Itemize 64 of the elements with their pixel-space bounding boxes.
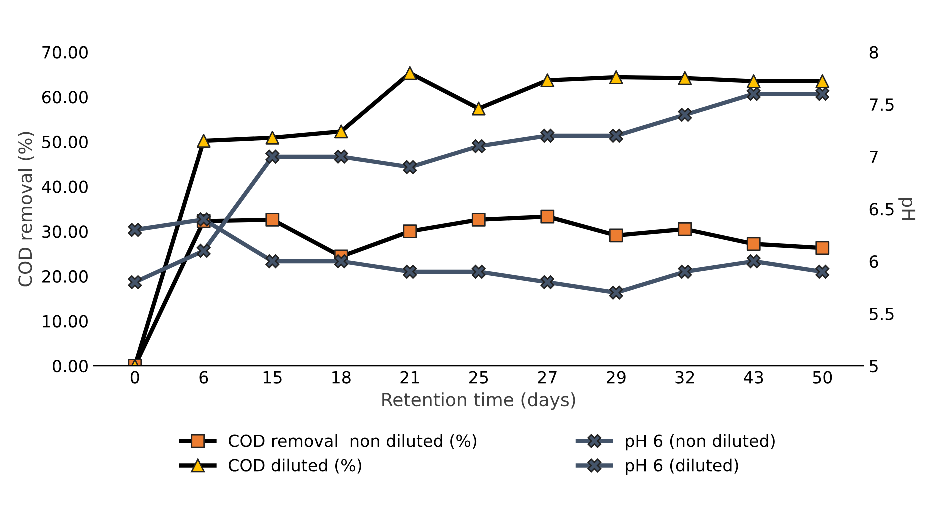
- y2-axis-title: pH: [898, 198, 916, 220]
- x-tick-label: 21: [400, 371, 420, 384]
- point: [816, 74, 830, 88]
- point: [196, 244, 211, 258]
- x-tick-label: 25: [470, 371, 488, 384]
- y2-tick-label: 8: [870, 46, 878, 59]
- y-tick-label: 10.00: [43, 315, 88, 328]
- y-tick-label: 50.00: [42, 136, 88, 149]
- point: [266, 150, 280, 164]
- x-tick-label: 18: [332, 371, 351, 384]
- y-tick-label: 30.00: [42, 226, 88, 238]
- x-tick-label: 43: [744, 371, 764, 384]
- legend-label: pH 6 (non diluted): [626, 434, 775, 451]
- point: [128, 223, 142, 238]
- x-tick-label: 6: [200, 371, 208, 384]
- y2-tick-label: 6: [870, 255, 878, 268]
- point: [403, 160, 418, 174]
- point: [816, 265, 830, 279]
- point: [540, 129, 555, 143]
- x-tick-label: 50: [813, 371, 832, 384]
- point: [266, 254, 280, 268]
- point: [609, 286, 624, 300]
- point: [472, 265, 486, 279]
- point: [128, 275, 142, 290]
- point: [196, 134, 211, 148]
- y-tick-label: 70.00: [42, 46, 88, 59]
- point: [540, 74, 555, 88]
- point: [746, 74, 761, 88]
- point: [334, 124, 348, 139]
- x-tick-label: 15: [264, 371, 282, 384]
- y2-tick-label: 7.5: [870, 98, 894, 112]
- point: [403, 66, 418, 80]
- y2-tick-label: 5.5: [870, 308, 894, 320]
- point: [334, 150, 348, 164]
- point: [472, 102, 486, 116]
- point: [746, 87, 761, 102]
- x-axis-title: Retention time (days): [382, 392, 576, 410]
- point: [678, 265, 692, 279]
- x-tick-label: 29: [607, 371, 626, 384]
- legend-label: COD removal non diluted (%): [229, 434, 477, 450]
- point: [540, 275, 555, 290]
- y-tick-label: 60.00: [42, 91, 88, 104]
- legend-label: COD diluted (%): [229, 458, 362, 474]
- y-axis-title: COD removal (%): [18, 132, 34, 287]
- point: [403, 265, 418, 279]
- point: [609, 70, 624, 84]
- point: [472, 139, 486, 154]
- y-tick-label: 40.00: [42, 180, 88, 194]
- x-tick-label: 0: [130, 371, 140, 384]
- point: [266, 130, 280, 145]
- legend-label: pH 6 (diluted): [626, 458, 738, 476]
- point: [678, 71, 692, 86]
- point: [816, 87, 830, 102]
- x-tick-label: 32: [676, 371, 694, 384]
- y2-tick-label: 7: [870, 151, 878, 164]
- y-tick-label: 20.00: [42, 270, 88, 284]
- y2-tick-label: 6.5: [870, 203, 894, 216]
- x-tick-label: 27: [538, 371, 557, 384]
- point: [678, 108, 692, 122]
- y2-tick-label: 5: [870, 360, 878, 373]
- point: [334, 254, 348, 268]
- y-tick-label: 0.00: [53, 360, 88, 373]
- point: [609, 129, 624, 143]
- point: [746, 254, 761, 268]
